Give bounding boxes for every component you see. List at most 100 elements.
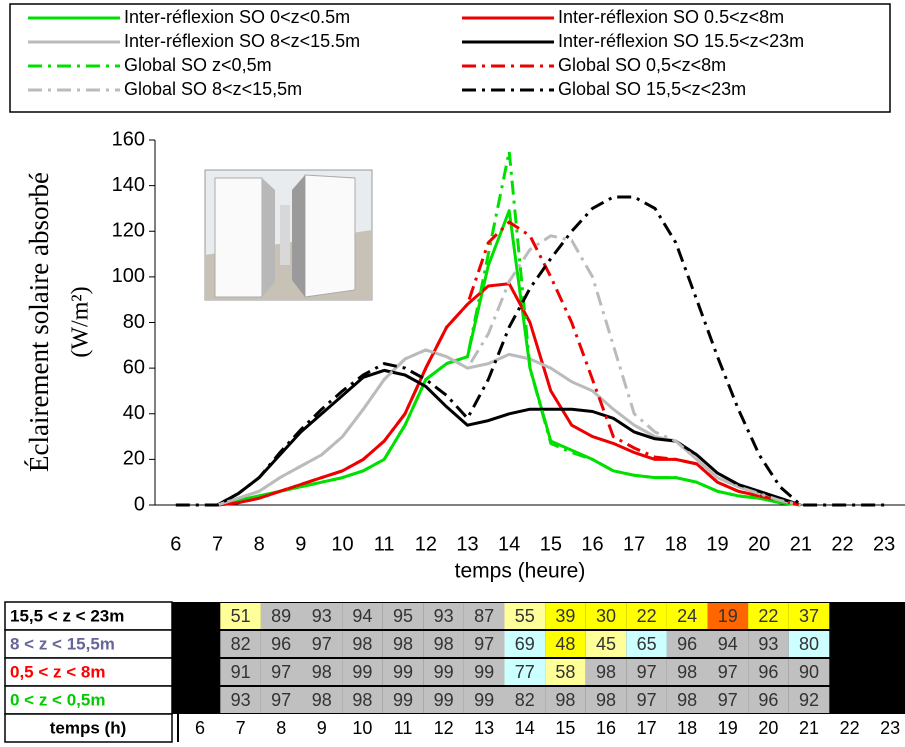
table-cell bbox=[220, 631, 261, 657]
table-value: 80 bbox=[799, 634, 819, 654]
table-cell bbox=[260, 659, 302, 685]
time-value: 12 bbox=[434, 718, 454, 738]
y-tick-label: 80 bbox=[123, 311, 145, 333]
legend-label: Inter-réflexion SO 8<z<15.5m bbox=[124, 31, 360, 51]
table-cell bbox=[220, 687, 261, 713]
time-label-cell bbox=[4, 713, 173, 743]
time-value: 9 bbox=[317, 718, 327, 738]
table-value: 96 bbox=[677, 634, 697, 654]
table-cell bbox=[626, 659, 667, 685]
x-tick-label: 14 bbox=[498, 533, 520, 555]
time-value: 11 bbox=[394, 718, 413, 738]
y-tick-label: 40 bbox=[123, 402, 145, 424]
table-value: 97 bbox=[312, 634, 332, 654]
legend-label: Inter-réflexion SO 0<z<0.5m bbox=[124, 7, 350, 27]
table-cell bbox=[788, 631, 830, 657]
table-value: 99 bbox=[434, 690, 454, 710]
table-cell bbox=[666, 687, 708, 713]
table-value: 89 bbox=[271, 606, 291, 626]
table-value: 98 bbox=[352, 634, 372, 654]
table-cell bbox=[788, 603, 830, 629]
table-cell bbox=[585, 687, 627, 713]
table-cell bbox=[585, 659, 627, 685]
table-cell bbox=[342, 687, 383, 713]
x-tick-label: 13 bbox=[456, 533, 478, 555]
table-cell bbox=[463, 687, 505, 713]
table-cell bbox=[626, 631, 667, 657]
table-cell bbox=[382, 631, 424, 657]
table-cell bbox=[748, 631, 789, 657]
table-cell bbox=[220, 603, 261, 629]
x-tick-label: 21 bbox=[790, 533, 812, 555]
inset-image bbox=[204, 169, 373, 301]
table-cell bbox=[626, 687, 667, 713]
y-tick-label: 100 bbox=[112, 265, 145, 287]
table-cell bbox=[748, 603, 789, 629]
x-axis-label: temps (heure) bbox=[455, 560, 586, 583]
table-cell bbox=[301, 603, 343, 629]
x-tick-label: 20 bbox=[748, 533, 770, 555]
table-cell bbox=[748, 659, 789, 685]
y-tick-label: 160 bbox=[112, 128, 145, 150]
table-cell bbox=[585, 631, 627, 657]
x-tick-label: 12 bbox=[415, 533, 437, 555]
table-cell bbox=[748, 687, 789, 713]
series-line bbox=[217, 282, 802, 507]
table-cell bbox=[382, 659, 424, 685]
time-value: 17 bbox=[637, 718, 657, 738]
table-value: 93 bbox=[312, 606, 332, 626]
time-value: 19 bbox=[718, 718, 738, 738]
x-tick-label: 19 bbox=[706, 533, 728, 555]
x-tick-label: 10 bbox=[331, 533, 353, 555]
table-value: 94 bbox=[718, 634, 738, 654]
time-value: 20 bbox=[758, 718, 778, 738]
table-cell bbox=[626, 603, 667, 629]
table-cell bbox=[666, 631, 708, 657]
table-cell bbox=[504, 631, 546, 657]
table-value: 82 bbox=[231, 634, 251, 654]
table-value: 97 bbox=[271, 662, 291, 682]
table-cell bbox=[585, 603, 627, 629]
table-cell bbox=[423, 659, 464, 685]
legend-label: Global SO z<0,5m bbox=[124, 55, 272, 75]
row-label: 8 < z < 15,5m bbox=[10, 634, 115, 653]
time-value: 22 bbox=[840, 718, 860, 738]
table-cell bbox=[707, 659, 749, 685]
table-cell bbox=[504, 687, 546, 713]
table-value: 30 bbox=[596, 606, 616, 626]
time-value: 13 bbox=[474, 718, 494, 738]
table-value: 98 bbox=[312, 690, 332, 710]
series-line bbox=[216, 368, 802, 507]
table-cell bbox=[463, 659, 505, 685]
table-value: 22 bbox=[637, 606, 657, 626]
table-value: 98 bbox=[677, 690, 697, 710]
row-label-cell bbox=[4, 629, 173, 659]
time-value: 14 bbox=[515, 718, 535, 738]
table-value: 96 bbox=[758, 690, 778, 710]
table-value: 82 bbox=[515, 690, 535, 710]
table-cell bbox=[707, 631, 749, 657]
legend-label: Global SO 0,5<z<8m bbox=[558, 55, 726, 75]
table-cell bbox=[545, 631, 586, 657]
legend-label: Inter-réflexion SO 0.5<z<8m bbox=[558, 7, 784, 27]
row-label: 15,5 < z < 23m bbox=[10, 606, 124, 625]
table-value: 98 bbox=[434, 634, 454, 654]
table-value: 98 bbox=[352, 690, 372, 710]
table-value: 99 bbox=[434, 662, 454, 682]
row-label: 0 < z < 0,5m bbox=[10, 690, 105, 709]
series-line bbox=[217, 234, 802, 507]
y-axis-label: (W/m²) bbox=[68, 286, 94, 357]
table-value: 98 bbox=[677, 662, 697, 682]
table-cell bbox=[301, 659, 343, 685]
legend-label: Global SO 8<z<15,5m bbox=[124, 79, 302, 99]
table-cell bbox=[545, 687, 586, 713]
y-tick-label: 60 bbox=[123, 356, 145, 378]
table-cell bbox=[707, 603, 749, 629]
y-tick-label: 120 bbox=[112, 220, 145, 242]
table-cell bbox=[423, 603, 464, 629]
table-value: 97 bbox=[271, 690, 291, 710]
legend-label: Inter-réflexion SO 15.5<z<23m bbox=[558, 31, 804, 51]
time-value: 8 bbox=[276, 718, 286, 738]
table-value: 98 bbox=[393, 634, 413, 654]
table-cell bbox=[423, 631, 464, 657]
